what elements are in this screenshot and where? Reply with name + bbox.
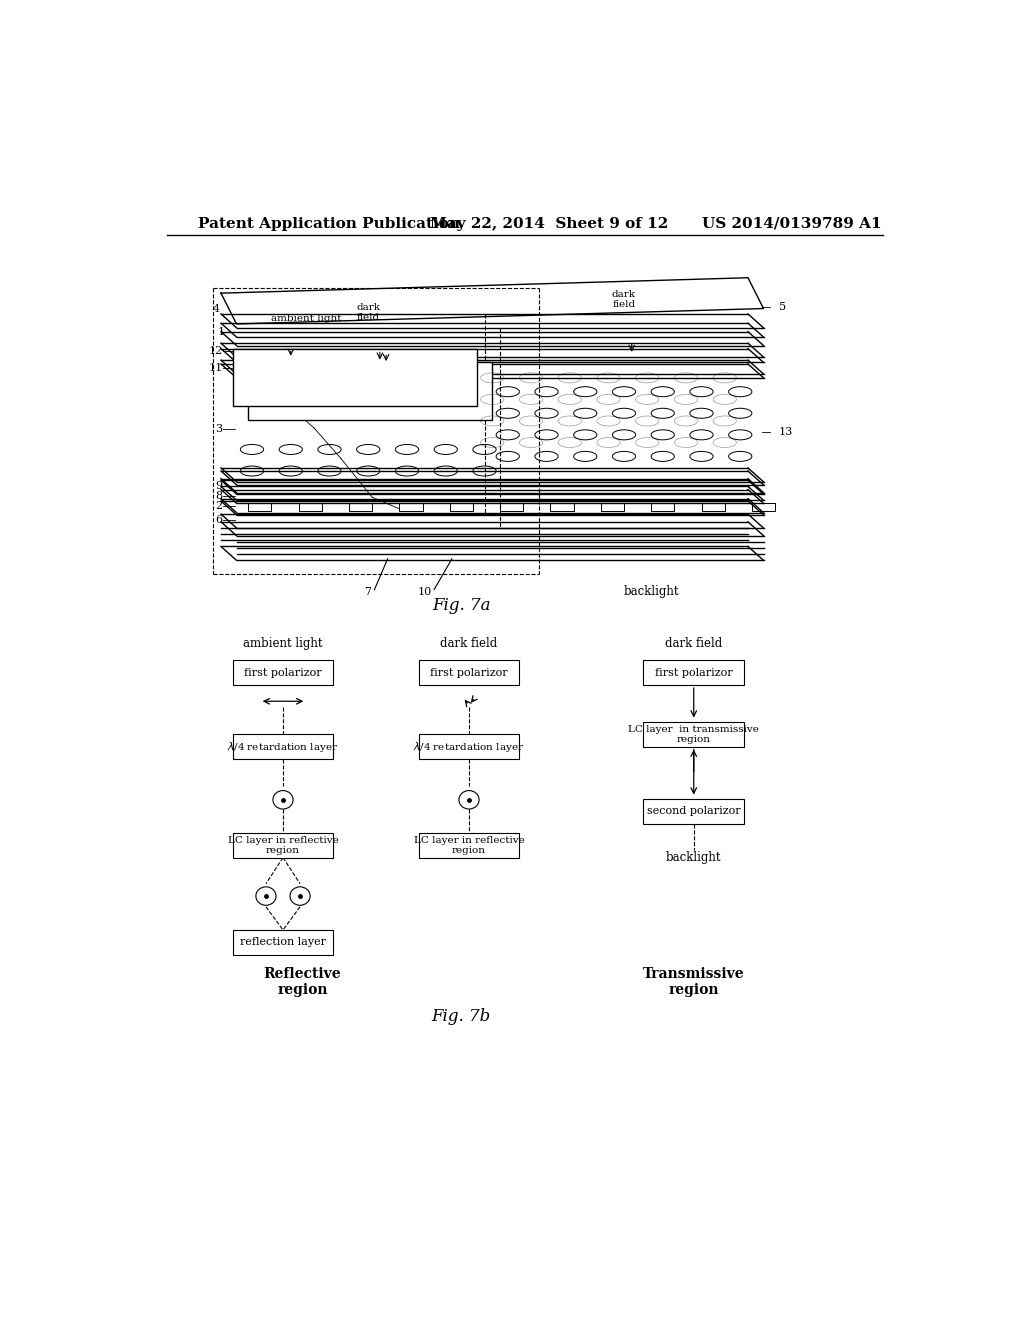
Bar (299, 503, 322, 511)
Text: Reflective
region: Reflective region (263, 968, 341, 998)
Bar (701, 503, 725, 511)
Ellipse shape (256, 887, 276, 906)
Text: second polarizor: second polarizor (647, 807, 740, 816)
Bar (248, 503, 271, 511)
Text: US 2014/0139789 A1: US 2014/0139789 A1 (701, 216, 881, 231)
Bar (232, 833, 334, 858)
Text: 9: 9 (215, 482, 222, 491)
Text: May 22, 2014  Sheet 9 of 12: May 22, 2014 Sheet 9 of 12 (430, 216, 669, 231)
Bar (419, 660, 519, 685)
Bar (419, 734, 519, 759)
Bar (752, 503, 775, 511)
Text: 6: 6 (215, 515, 222, 525)
Bar (450, 503, 473, 511)
Text: ambient light: ambient light (244, 638, 323, 649)
Text: dark field: dark field (666, 638, 722, 649)
Bar (643, 799, 744, 824)
Text: 3: 3 (215, 425, 222, 434)
Text: dark
field: dark field (612, 289, 636, 309)
Text: Patent Application Publication: Patent Application Publication (198, 216, 460, 231)
Text: 11: 11 (208, 363, 222, 372)
Text: dark field: dark field (440, 638, 498, 649)
Bar (232, 929, 334, 954)
Bar (399, 503, 423, 511)
Text: first polarizor: first polarizor (655, 668, 732, 677)
Bar (248, 363, 493, 420)
Text: 5: 5 (779, 302, 786, 312)
Text: first polarizor: first polarizor (430, 668, 508, 677)
Bar (232, 734, 334, 759)
Text: backlight: backlight (666, 851, 722, 865)
Text: dark
field: dark field (356, 302, 380, 322)
Text: backlight: backlight (624, 585, 680, 598)
Bar (349, 503, 372, 511)
Bar (550, 503, 573, 511)
Ellipse shape (273, 791, 293, 809)
Bar (643, 660, 744, 685)
Text: reflection layer: reflection layer (240, 937, 326, 948)
Bar (500, 503, 523, 511)
Bar (232, 660, 334, 685)
Text: first polarizor: first polarizor (244, 668, 322, 677)
Text: LC layer  in transmissive
region: LC layer in transmissive region (629, 725, 759, 744)
Text: $\lambda$/4 retardation layer: $\lambda$/4 retardation layer (414, 739, 524, 754)
Bar (643, 722, 744, 747)
Text: 8: 8 (215, 491, 222, 500)
Ellipse shape (290, 887, 310, 906)
Bar (651, 503, 675, 511)
Text: Fig. 7b: Fig. 7b (432, 1008, 490, 1026)
Bar (601, 503, 624, 511)
Text: 1: 1 (218, 327, 225, 338)
Text: 2: 2 (215, 502, 222, 511)
Text: 13: 13 (779, 426, 794, 437)
Text: 12: 12 (208, 346, 222, 356)
Text: 10: 10 (418, 587, 432, 597)
Text: Fig. 7a: Fig. 7a (432, 597, 490, 614)
Bar (232, 348, 477, 407)
Text: 4: 4 (212, 305, 219, 314)
Text: $\lambda$/4 retardation layer: $\lambda$/4 retardation layer (227, 739, 339, 754)
Text: LC layer in reflective
region: LC layer in reflective region (414, 836, 524, 855)
Text: ambient light: ambient light (271, 314, 342, 323)
Text: LC layer in reflective
region: LC layer in reflective region (227, 836, 338, 855)
Bar (419, 833, 519, 858)
Text: 7: 7 (365, 587, 372, 597)
Text: Transmissive
region: Transmissive region (643, 968, 744, 998)
Ellipse shape (459, 791, 479, 809)
